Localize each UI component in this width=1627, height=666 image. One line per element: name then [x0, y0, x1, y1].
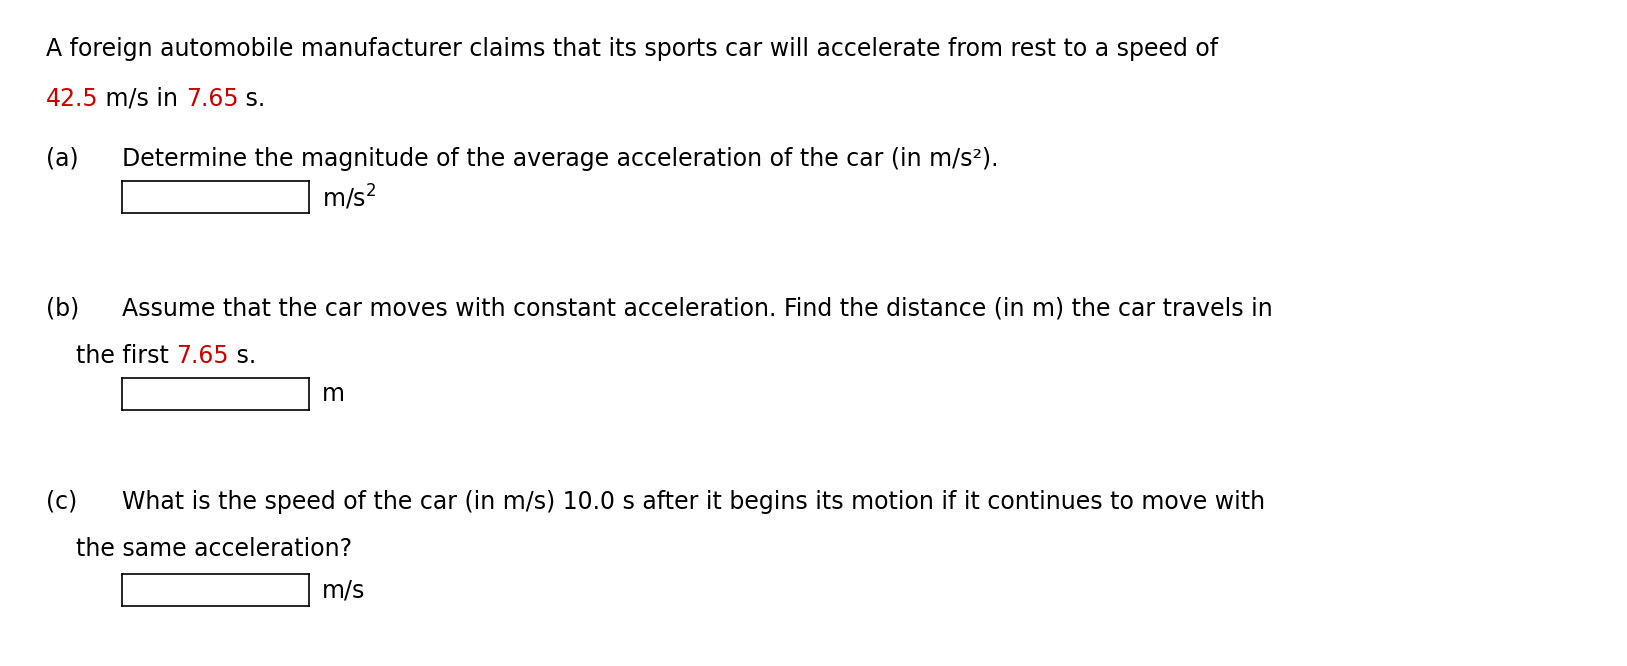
- Text: m/s: m/s: [322, 578, 366, 602]
- Text: (c): (c): [46, 490, 76, 513]
- Text: What is the speed of the car (in m/s) 10.0 s after it begins its motion if it co: What is the speed of the car (in m/s) 10…: [122, 490, 1266, 513]
- Text: (b): (b): [46, 296, 78, 320]
- Text: (a): (a): [46, 147, 78, 170]
- Text: $\mathregular{m/s^2}$: $\mathregular{m/s^2}$: [322, 182, 376, 212]
- Text: m: m: [322, 382, 345, 406]
- Text: the same acceleration?: the same acceleration?: [46, 537, 351, 561]
- Text: s.: s.: [238, 87, 265, 111]
- Text: Determine the magnitude of the average acceleration of the car (in m/s²).: Determine the magnitude of the average a…: [122, 147, 999, 170]
- Text: s.: s.: [228, 344, 255, 368]
- Text: the first: the first: [46, 344, 176, 368]
- Text: 7.65: 7.65: [176, 344, 228, 368]
- Text: 42.5: 42.5: [46, 87, 98, 111]
- Text: A foreign automobile manufacturer claims that its sports car will accelerate fro: A foreign automobile manufacturer claims…: [46, 37, 1217, 61]
- Text: m/s in: m/s in: [98, 87, 185, 111]
- Text: 7.65: 7.65: [185, 87, 238, 111]
- Text: Assume that the car moves with constant acceleration. Find the distance (in m) t: Assume that the car moves with constant …: [122, 296, 1272, 320]
